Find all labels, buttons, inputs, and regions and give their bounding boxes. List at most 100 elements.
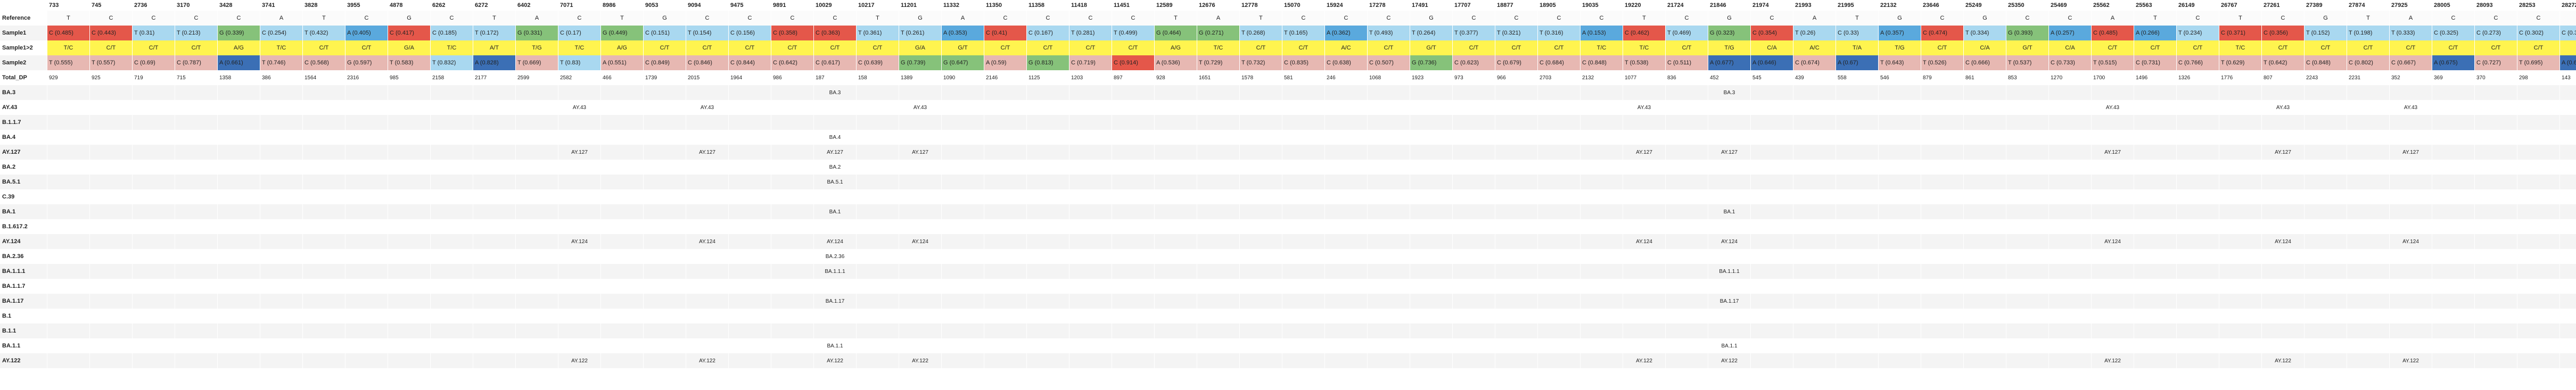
table-cell [686, 115, 729, 130]
table-cell [984, 100, 1027, 115]
table-cell [1580, 175, 1623, 189]
table-cell [2261, 338, 2305, 353]
table-cell [1452, 175, 1495, 189]
table-cell [2347, 309, 2390, 323]
table-cell [728, 294, 771, 309]
position-cell: 22132 [1878, 0, 1921, 11]
table-cell: C [686, 11, 729, 26]
table-cell: C [2474, 11, 2517, 26]
table-cell [1197, 264, 1240, 279]
table-cell: AY.122 [686, 353, 729, 368]
table-cell [2389, 219, 2432, 234]
table-cell [2091, 175, 2134, 189]
position-cell: 11451 [1112, 0, 1155, 11]
table-cell [2474, 175, 2517, 189]
table-cell [1239, 85, 1282, 100]
table-cell [515, 279, 558, 294]
table-cell [2304, 323, 2347, 338]
table-cell: 2231 [2347, 70, 2390, 85]
table-cell [728, 85, 771, 100]
table-cell [2261, 175, 2305, 189]
table-cell: C/T [856, 40, 899, 55]
table-cell [1921, 145, 1964, 160]
table-cell [132, 249, 175, 264]
table-cell [2219, 189, 2262, 204]
table-cell [2559, 175, 2576, 189]
table-cell: C (0.363) [813, 26, 857, 40]
table-cell [1878, 323, 1921, 338]
table-cell [2304, 130, 2347, 145]
table-cell [2517, 204, 2560, 219]
table-cell [302, 160, 345, 175]
table-cell [1963, 294, 2006, 309]
table-cell [2432, 175, 2475, 189]
table-cell [2347, 175, 2390, 189]
table-cell [2304, 85, 2347, 100]
table-cell [1324, 279, 1368, 294]
table-cell [1324, 294, 1368, 309]
table-cell: C (0.679) [1495, 55, 1538, 70]
table-cell: G (0.647) [941, 55, 984, 70]
table-cell [1836, 115, 1879, 130]
table-cell [2176, 115, 2219, 130]
table-cell [1069, 294, 1112, 309]
table-cell [2219, 353, 2262, 368]
table-cell [1623, 85, 1666, 100]
table-cell: C/T [2432, 40, 2475, 55]
table-cell: 2582 [558, 70, 601, 85]
table-cell: C/T [1069, 40, 1112, 55]
table-cell: 2132 [1580, 70, 1623, 85]
table-cell [643, 100, 686, 115]
table-cell: BA.4 [813, 130, 857, 145]
table-cell [600, 279, 644, 294]
table-cell [2559, 189, 2576, 204]
table-cell [1282, 353, 1325, 368]
table-cell [2304, 189, 2347, 204]
table-cell [2432, 115, 2475, 130]
table-cell [89, 264, 133, 279]
table-cell [388, 353, 431, 368]
table-cell: A [1793, 11, 1836, 26]
table-cell [302, 249, 345, 264]
table-cell [1537, 85, 1581, 100]
table-cell [984, 279, 1027, 294]
table-cell [302, 145, 345, 160]
table-cell [1623, 249, 1666, 264]
table-cell [260, 309, 303, 323]
table-cell [217, 353, 260, 368]
table-cell [1495, 353, 1538, 368]
table-cell [1282, 115, 1325, 130]
table-cell: C [430, 11, 473, 26]
row-label: Sample1 [0, 26, 47, 40]
table-cell [1367, 234, 1410, 249]
table-cell: AY.43 [686, 100, 729, 115]
table-cell [1537, 100, 1581, 115]
table-cell [2006, 249, 2049, 264]
position-cell: 28093 [2474, 0, 2517, 11]
table-cell: C [813, 11, 857, 26]
table-cell: C (0.639) [856, 55, 899, 70]
table-cell [2389, 115, 2432, 130]
table-cell [2347, 338, 2390, 353]
table-cell [1537, 338, 1581, 353]
table-cell [175, 130, 218, 145]
table-cell [1410, 160, 1453, 175]
table-cell: C [1112, 11, 1155, 26]
table-cell [302, 264, 345, 279]
table-cell [1921, 249, 1964, 264]
table-cell: AY.124 [1623, 234, 1666, 249]
table-cell [47, 323, 90, 338]
position-cell: 23646 [1921, 0, 1964, 11]
table-cell [1154, 279, 1197, 294]
table-cell [984, 234, 1027, 249]
table-cell [132, 100, 175, 115]
table-cell [2517, 130, 2560, 145]
table-cell [1324, 309, 1368, 323]
table-cell [1069, 204, 1112, 219]
table-cell [558, 294, 601, 309]
table-cell: C (0.914) [1112, 55, 1155, 70]
table-cell: C (0.485) [47, 26, 90, 40]
table-cell [2432, 338, 2475, 353]
table-cell: C (0.254) [260, 26, 303, 40]
table-cell: C (0.667) [2389, 55, 2432, 70]
